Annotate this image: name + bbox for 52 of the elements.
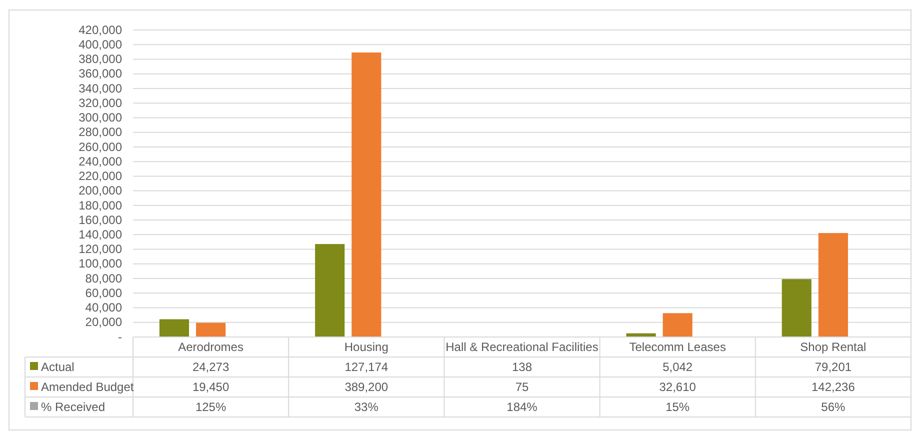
y-tick-label: 420,000: [78, 22, 122, 37]
x-tick-label: Hall & Recreational Facilities: [446, 340, 598, 354]
y-tick-label: 160,000: [78, 212, 122, 227]
data-label: 75: [515, 380, 529, 394]
y-tick-label: 120,000: [78, 242, 122, 256]
y-tick-label: 60,000: [85, 286, 122, 300]
data-label: 184%: [506, 400, 538, 414]
bar: [196, 322, 226, 337]
y-tick-label: 100,000: [78, 256, 122, 271]
bar: [782, 279, 812, 337]
data-label: 125%: [195, 400, 226, 414]
bar: [352, 52, 382, 337]
bar: [315, 244, 345, 337]
y-tick-label: 260,000: [78, 140, 122, 154]
data-label: 56%: [821, 400, 846, 414]
y-tick-label: 300,000: [78, 110, 122, 125]
data-label: 33%: [354, 400, 379, 414]
y-tick-label: 380,000: [78, 52, 122, 66]
y-tick-label: 280,000: [78, 125, 122, 140]
x-tick-label: Aerodromes: [178, 340, 244, 354]
data-label: 138: [512, 360, 532, 374]
legend-label: % Received: [41, 400, 106, 414]
data-label: 15%: [666, 400, 690, 414]
bar: [159, 319, 190, 337]
y-tick-label: 360,000: [78, 66, 122, 81]
y-tick-label: 80,000: [85, 271, 122, 286]
y-tick-label: 240,000: [78, 154, 122, 168]
legend-label: Amended Budget: [41, 380, 134, 394]
data-label: 24,273: [192, 360, 230, 374]
y-tick-label: 320,000: [78, 96, 122, 110]
bar: [818, 233, 848, 337]
x-tick-label: Housing: [344, 340, 388, 354]
y-tick-label: 180,000: [78, 198, 122, 212]
data-label: 142,236: [812, 380, 856, 394]
data-label: 5,042: [662, 360, 693, 374]
x-tick-label: Shop Rental: [800, 340, 866, 354]
y-tick-label: 200,000: [78, 184, 122, 198]
y-tick-label: 220,000: [78, 169, 122, 184]
data-label: 19,450: [192, 380, 230, 394]
data-label: 127,174: [344, 360, 388, 374]
y-tick-label: 400,000: [78, 37, 122, 52]
x-tick-label: Telecomm Leases: [629, 340, 726, 354]
y-tick-label: 40,000: [85, 300, 122, 315]
data-label: 389,200: [344, 380, 388, 394]
bar: [662, 313, 692, 337]
y-tick-label: -: [118, 330, 122, 344]
y-tick-label: 140,000: [78, 228, 122, 242]
y-tick-label: 20,000: [85, 315, 122, 330]
data-label: 79,201: [814, 360, 852, 374]
y-tick-label: 340,000: [78, 81, 122, 96]
legend-label: Actual: [41, 360, 74, 374]
data-label: 32,610: [659, 380, 696, 394]
